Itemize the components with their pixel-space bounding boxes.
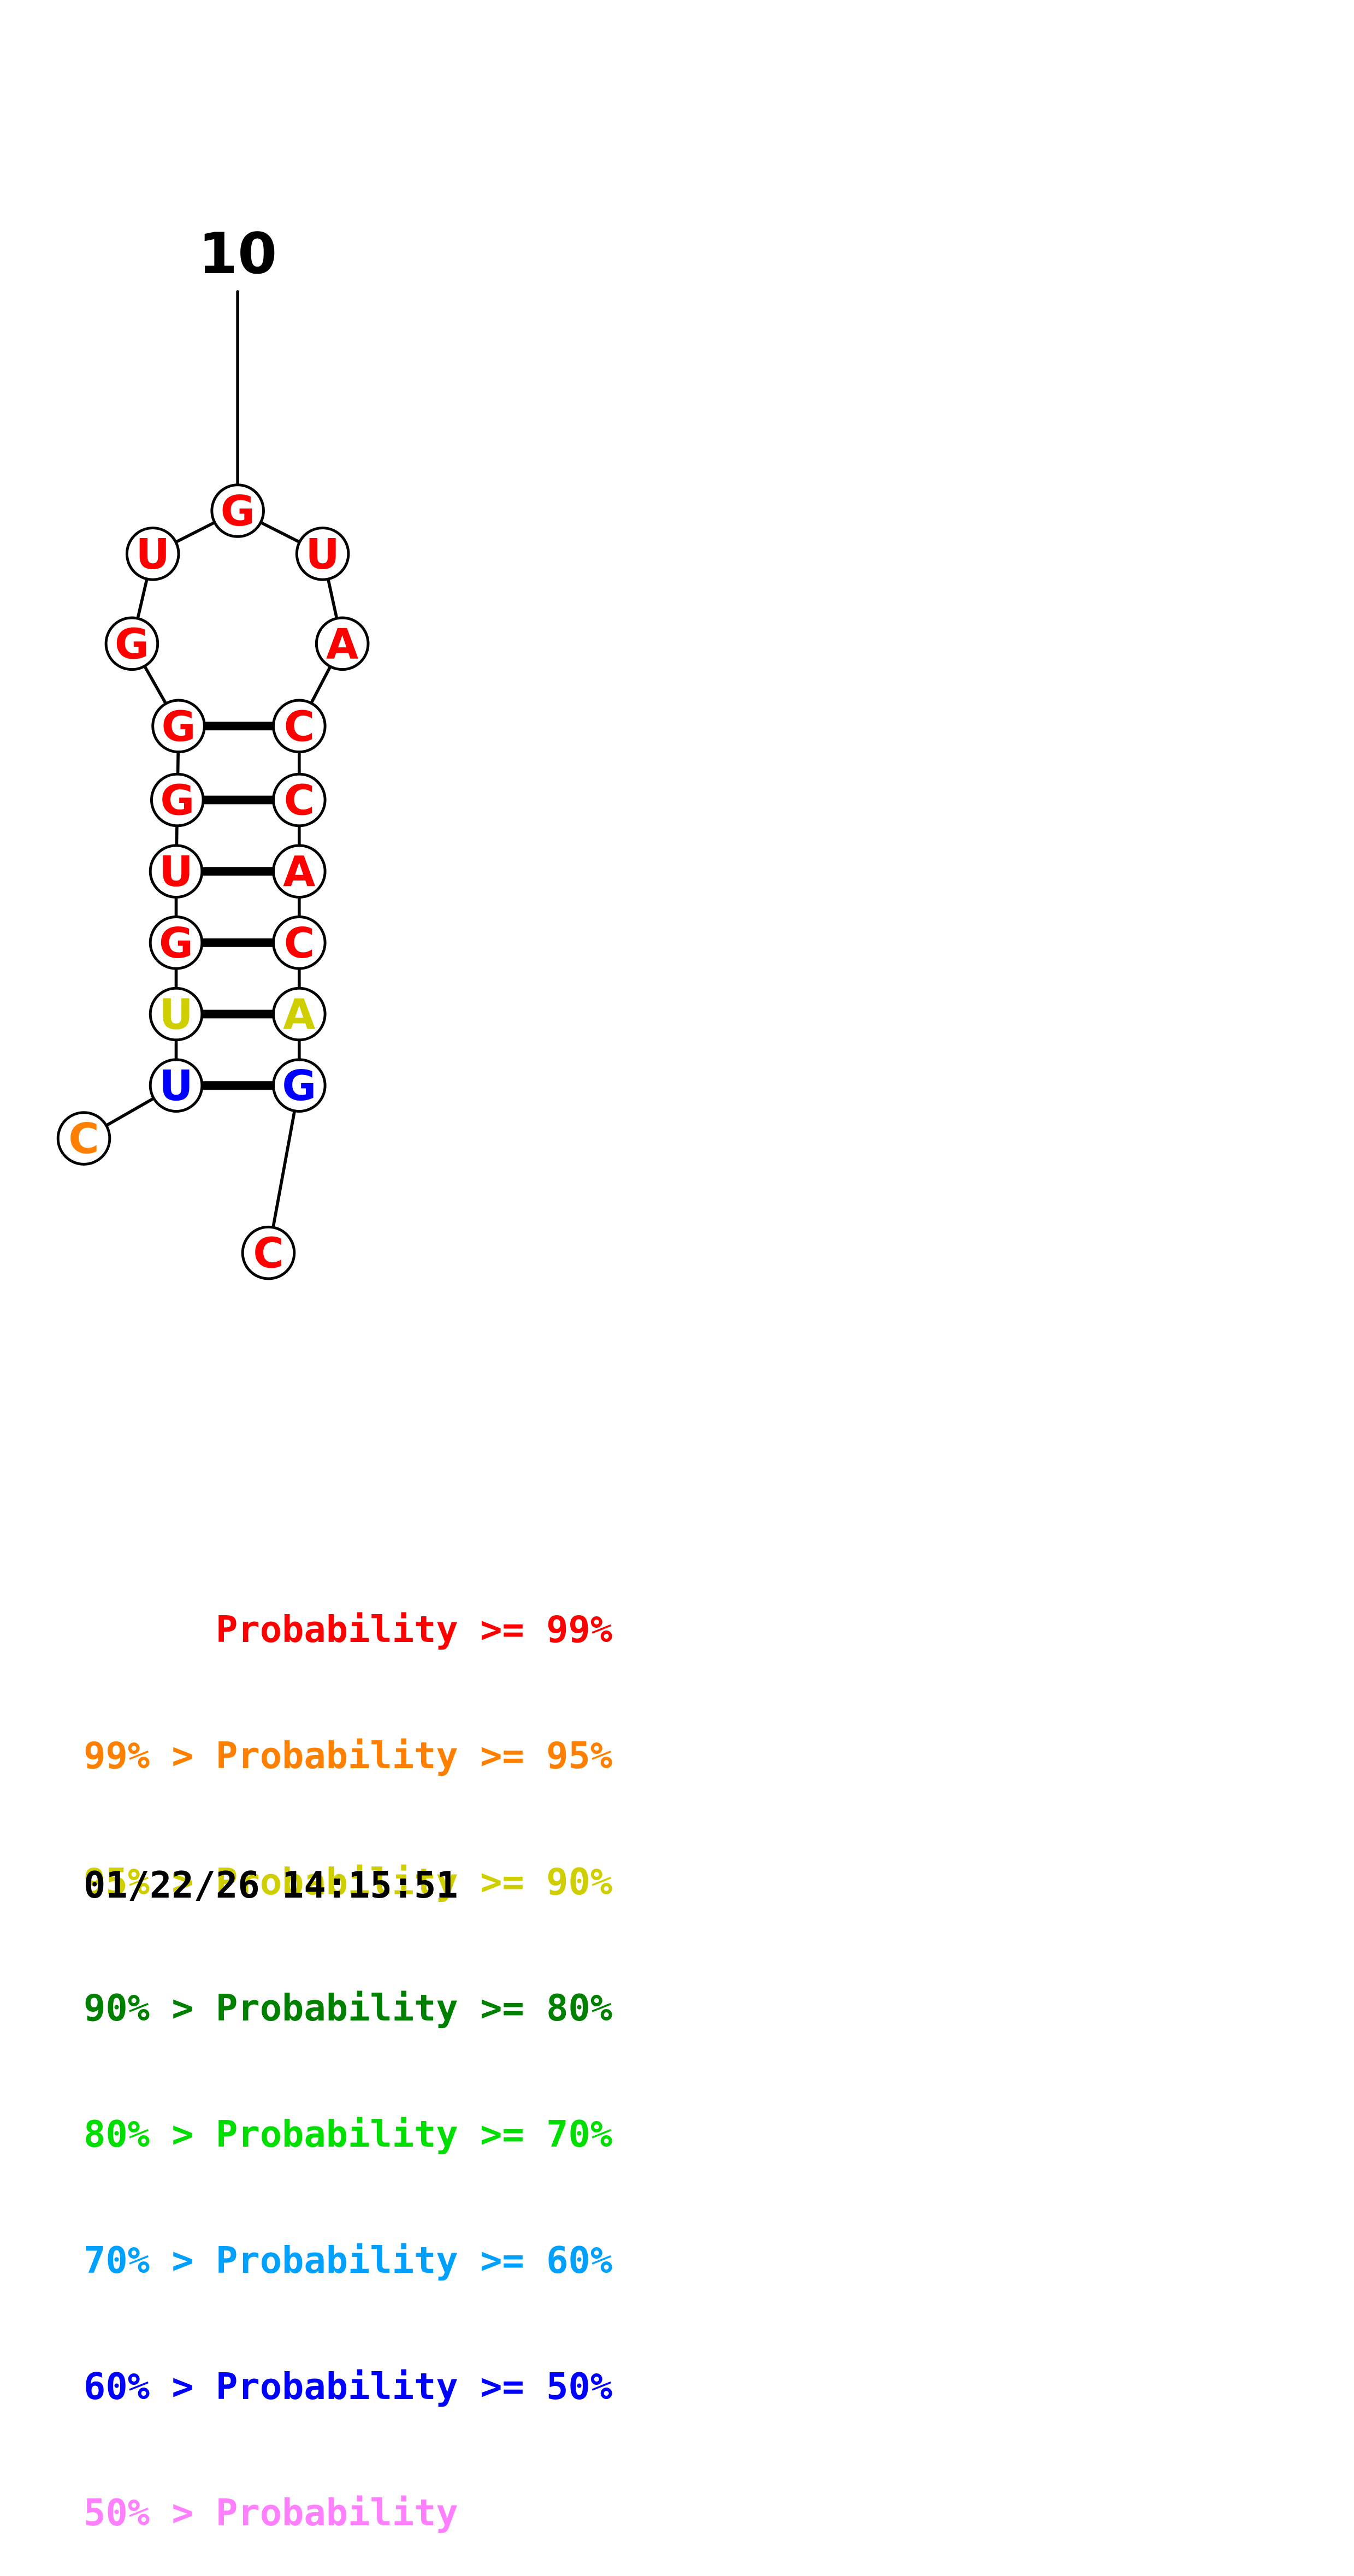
nucleotide-node: G [272, 1058, 327, 1113]
nucleotide-node: C [56, 1111, 111, 1166]
nucleotide-letter: U [306, 530, 340, 579]
probability-legend: Probability >= 99% 99% > Probability >= … [84, 1524, 612, 2576]
backbone-bond [267, 1084, 301, 1255]
legend-item-p95: 99% > Probability >= 95% [84, 1734, 613, 1777]
nucleotide-number-label: 10 [198, 221, 277, 287]
nucleotide-circle [241, 1225, 296, 1280]
nucleotide-node: A [315, 616, 370, 671]
nucleotide-circle [104, 616, 159, 671]
nucleotide-node: G [104, 616, 159, 671]
nucleotide-circle [272, 772, 327, 828]
nucleotide-letter: C [284, 777, 315, 825]
timestamp: 01/22/26 14:15:51 [84, 1864, 458, 1906]
legend-item-p50: 60% > Probability >= 50% [84, 2365, 613, 2408]
nucleotide-letter: A [283, 991, 315, 1039]
nucleotide-node: C [272, 772, 327, 828]
nucleotide-letter: G [160, 777, 194, 825]
nucleotide-node: G [149, 915, 204, 970]
nucleotide-node: U [295, 527, 350, 581]
nucleotide-letter: G [282, 1062, 316, 1110]
nucleotide-circle [150, 772, 205, 828]
nucleotide-letter: G [221, 487, 255, 536]
nucleotide-node: U [149, 986, 204, 1042]
nucleotide-letter: U [159, 848, 193, 896]
legend-item-p70: 80% > Probability >= 70% [84, 2113, 613, 2155]
nucleotide-node: U [125, 527, 180, 581]
nucleotide-circle [210, 483, 265, 538]
nucleotide-letter: G [162, 702, 196, 751]
nucleotide-circle [272, 1058, 327, 1113]
nucleotide-node: G [151, 699, 206, 754]
nucleotide-circle [149, 844, 204, 899]
nucleotide-letter: G [115, 620, 149, 669]
nucleotide-letter: U [159, 991, 193, 1039]
nucleotide-letter: C [253, 1230, 283, 1278]
nucleotide-circle [125, 527, 180, 581]
nucleotide-node: A [272, 986, 327, 1042]
legend-item-p99: Probability >= 99% [84, 1608, 613, 1651]
nucleotide-circle [272, 986, 327, 1042]
nucleotide-node: C [241, 1225, 296, 1280]
nucleotide-letter: C [284, 919, 315, 968]
nucleotide-circle [149, 915, 204, 970]
nucleotide-node: A [272, 844, 327, 899]
nucleotide-circle [315, 616, 370, 671]
nucleotide-node: U [149, 844, 204, 899]
nucleotide-letter: A [283, 848, 315, 896]
legend-item-p60: 70% > Probability >= 60% [84, 2239, 613, 2282]
nucleotide-circle [149, 986, 204, 1042]
legend-item-below50: 50% > Probability [84, 2491, 458, 2534]
nucleotide-letter: C [284, 702, 315, 751]
nucleotide-circle [149, 1058, 204, 1113]
nucleotide-circle [272, 699, 327, 754]
nucleotide-circle [295, 527, 350, 581]
nucleotide-node: U [149, 1058, 204, 1113]
legend-item-p90: 95% > Probability >= 90% [84, 1860, 613, 1903]
nucleotide-circle [56, 1111, 111, 1166]
nucleotide-node: G [210, 483, 265, 538]
nucleotide-letter: C [68, 1115, 99, 1163]
nucleotide-letter: U [136, 530, 170, 579]
legend-item-p80: 90% > Probability >= 80% [84, 1987, 613, 2029]
nucleotide-letter: U [159, 1062, 193, 1110]
nucleotide-letter: G [159, 919, 193, 968]
nucleotide-circle [272, 844, 327, 899]
nucleotide-circle [272, 915, 327, 970]
nucleotide-letter: A [326, 620, 358, 669]
nucleotide-node: C [272, 915, 327, 970]
nucleotide-node: G [150, 772, 205, 828]
nucleotide-circle [151, 699, 206, 754]
nucleotide-node: C [272, 699, 327, 754]
